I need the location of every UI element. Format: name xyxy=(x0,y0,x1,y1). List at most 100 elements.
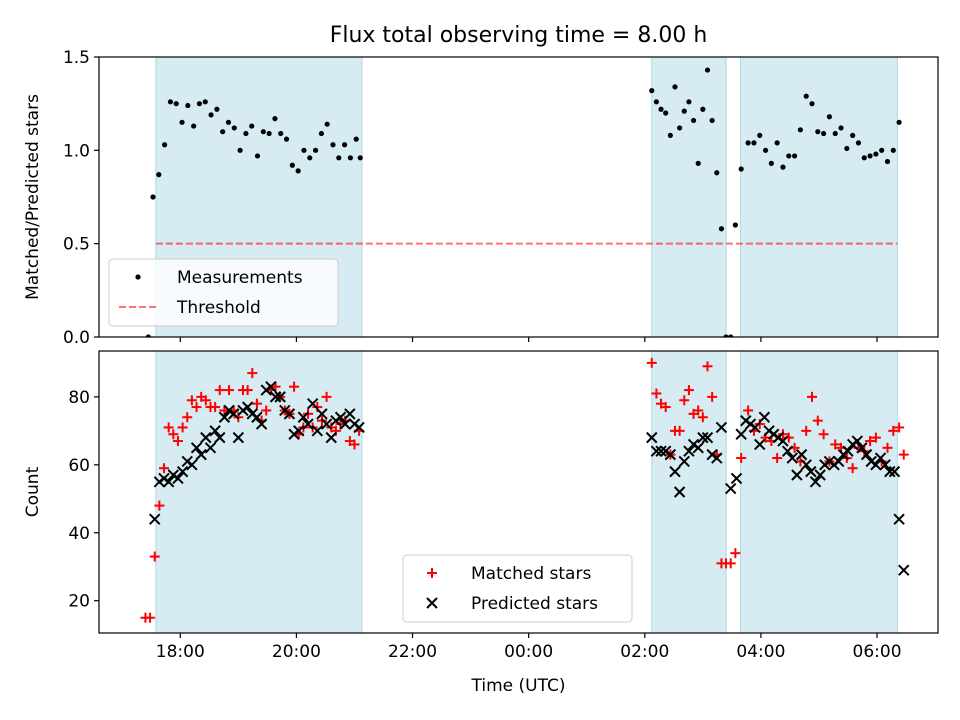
data-point xyxy=(762,147,769,153)
y-tick-label: 1.0 xyxy=(63,141,90,161)
data-point xyxy=(242,385,253,396)
data-point xyxy=(254,153,261,159)
data-point xyxy=(898,449,909,460)
data-point xyxy=(683,445,695,457)
marker-stroke xyxy=(214,431,226,444)
legend-label-matched: Matched stars xyxy=(471,564,591,584)
data-point xyxy=(168,429,179,440)
data-point xyxy=(801,425,812,436)
data-point xyxy=(646,431,658,444)
data-point xyxy=(774,140,780,146)
marker-stroke xyxy=(777,435,789,447)
data-point xyxy=(650,445,663,457)
data-point xyxy=(758,411,771,423)
data-point xyxy=(697,412,708,423)
marker-stroke xyxy=(856,442,868,454)
marker-stroke xyxy=(204,442,217,454)
data-point xyxy=(874,452,887,464)
marker-stroke xyxy=(888,465,901,478)
data-point xyxy=(814,469,826,481)
data-point xyxy=(274,391,286,403)
data-point xyxy=(700,106,706,112)
marker-stroke xyxy=(786,452,798,464)
marker-stroke xyxy=(730,472,743,485)
marker-stroke xyxy=(283,408,296,420)
data-point xyxy=(815,129,821,135)
shaded-interval xyxy=(740,56,898,338)
data-point xyxy=(786,153,792,159)
marker-stroke xyxy=(302,418,314,430)
legend-marker-matched xyxy=(427,568,437,578)
marker-stroke xyxy=(162,476,175,488)
marker-stroke xyxy=(683,445,695,457)
data-point xyxy=(667,132,673,138)
y-tick-label: 80 xyxy=(68,388,90,408)
data-point xyxy=(865,436,876,447)
marker-stroke xyxy=(251,411,263,423)
data-point xyxy=(162,476,175,488)
data-point xyxy=(172,436,183,447)
data-point xyxy=(832,130,838,137)
y-axis-label: Matched/Predicted stars xyxy=(23,94,43,300)
data-point xyxy=(320,418,333,430)
data-point xyxy=(278,130,284,137)
data-point xyxy=(803,93,809,99)
data-point xyxy=(353,136,359,142)
data-point xyxy=(725,482,737,495)
data-point xyxy=(678,455,690,468)
data-point xyxy=(339,418,351,430)
data-point xyxy=(344,408,356,420)
series-measurements xyxy=(145,67,902,337)
marker-stroke xyxy=(172,472,184,485)
data-point xyxy=(243,130,249,137)
marker-stroke xyxy=(735,428,747,440)
marker-stroke xyxy=(791,469,803,481)
marker-stroke xyxy=(334,411,347,423)
x-tick-label: 06:00 xyxy=(853,642,902,662)
data-point xyxy=(797,127,803,133)
marker-stroke xyxy=(715,421,728,434)
data-point xyxy=(325,431,337,444)
legend-box xyxy=(402,554,633,623)
marker-stroke xyxy=(269,391,282,403)
data-point xyxy=(214,431,226,444)
data-point xyxy=(154,500,165,511)
data-point xyxy=(149,551,160,562)
axes-frame xyxy=(98,56,939,338)
figure-title: Flux total observing time = 8.00 h xyxy=(330,23,708,48)
data-point xyxy=(855,140,862,146)
data-point xyxy=(334,411,347,423)
marker-stroke xyxy=(874,452,887,464)
data-point xyxy=(893,513,905,525)
marker-stroke xyxy=(200,431,212,444)
data-point xyxy=(218,411,231,423)
data-point xyxy=(884,158,891,165)
marker-stroke xyxy=(664,448,677,461)
data-point xyxy=(768,160,774,166)
data-point xyxy=(150,194,156,200)
data-point xyxy=(214,106,220,112)
data-point xyxy=(879,147,885,153)
legend-label-threshold: Threshold xyxy=(176,298,261,318)
data-point xyxy=(715,421,728,434)
data-point xyxy=(757,132,763,138)
x-tick-label: 22:00 xyxy=(388,642,437,662)
data-point xyxy=(347,155,354,161)
data-point xyxy=(745,140,751,146)
data-point xyxy=(673,486,686,498)
data-point xyxy=(867,153,873,159)
data-point xyxy=(686,99,692,105)
x-tick-label: 20:00 xyxy=(272,642,321,662)
data-point xyxy=(681,108,687,114)
marker-stroke xyxy=(833,455,845,468)
data-point xyxy=(185,102,191,109)
data-point xyxy=(186,459,198,471)
marker-stroke xyxy=(795,448,808,461)
data-point xyxy=(800,459,812,471)
data-point xyxy=(293,425,305,437)
data-point xyxy=(879,459,891,471)
data-point xyxy=(704,67,711,73)
data-point xyxy=(882,442,893,453)
data-point xyxy=(204,442,217,454)
legend: Measurements Threshold xyxy=(108,258,339,327)
